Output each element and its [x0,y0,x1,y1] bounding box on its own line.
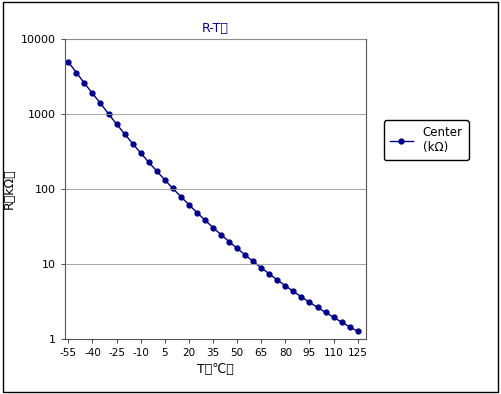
Center
(kΩ) [82,81,88,85]
Center
(kΩ) [122,132,128,136]
Center
(kΩ) [339,320,345,325]
Center
(kΩ) [170,186,176,191]
Center
(kΩ) [202,218,208,223]
Y-axis label: R（kΩ）: R（kΩ） [3,169,16,210]
Center
(kΩ) [250,259,256,264]
Center
(kΩ) [194,210,200,215]
Center
(kΩ) [114,122,120,126]
Center
(kΩ) [73,70,79,75]
Center
(kΩ) [130,141,136,146]
Center
(kΩ) [291,289,297,294]
Center
(kΩ) [242,253,248,257]
Center
(kΩ) [162,177,168,182]
Center
(kΩ) [226,239,232,244]
Center
(kΩ) [266,271,272,276]
Center
(kΩ) [210,225,216,230]
Center
(kΩ) [283,283,289,288]
Center
(kΩ) [90,91,96,96]
X-axis label: T（℃）: T（℃） [197,363,234,376]
Center
(kΩ) [234,246,240,251]
Line: Center
(kΩ): Center (kΩ) [66,59,360,334]
Legend: Center
(kΩ): Center (kΩ) [384,120,468,160]
Center
(kΩ) [331,315,337,320]
Center
(kΩ) [315,305,321,310]
Center
(kΩ) [218,232,224,237]
Center
(kΩ) [186,202,192,207]
Center
(kΩ) [355,329,361,334]
Center
(kΩ) [307,300,313,305]
Center
(kΩ) [347,324,353,329]
Title: R-T图: R-T图 [202,22,229,35]
Center
(kΩ) [138,151,144,155]
Center
(kΩ) [106,112,112,116]
Center
(kΩ) [146,160,152,165]
Center
(kΩ) [98,101,104,106]
Center
(kΩ) [154,169,160,173]
Center
(kΩ) [323,310,329,315]
Center
(kΩ) [299,295,305,299]
Center
(kΩ) [178,194,184,199]
Center
(kΩ) [275,278,281,282]
Center
(kΩ) [65,59,71,64]
Center
(kΩ) [258,266,264,270]
